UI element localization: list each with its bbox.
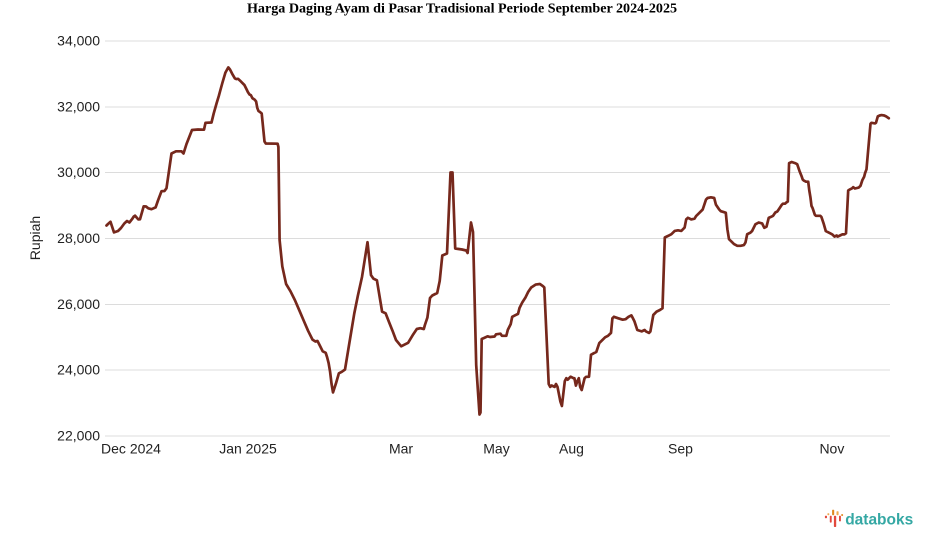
- svg-text:Dec 2024: Dec 2024: [101, 441, 161, 457]
- svg-text:Sep: Sep: [668, 441, 693, 457]
- svg-text:Nov: Nov: [819, 441, 844, 457]
- svg-text:26,000: 26,000: [57, 296, 100, 312]
- svg-text:May: May: [483, 441, 509, 457]
- svg-text:Aug: Aug: [559, 441, 584, 457]
- svg-text:24,000: 24,000: [57, 362, 100, 378]
- svg-text:Mar: Mar: [389, 441, 413, 457]
- svg-text:32,000: 32,000: [57, 98, 100, 114]
- svg-text:34,000: 34,000: [57, 33, 100, 49]
- svg-text:30,000: 30,000: [57, 164, 100, 180]
- svg-text:28,000: 28,000: [57, 230, 100, 246]
- svg-text:Rupiah: Rupiah: [27, 216, 43, 260]
- svg-text:Jan 2025: Jan 2025: [219, 441, 277, 457]
- svg-text:22,000: 22,000: [57, 428, 100, 444]
- svg-text:databoks: databoks: [845, 512, 913, 529]
- svg-text:Harga Daging Ayam di Pasar Tra: Harga Daging Ayam di Pasar Tradisional P…: [247, 1, 677, 17]
